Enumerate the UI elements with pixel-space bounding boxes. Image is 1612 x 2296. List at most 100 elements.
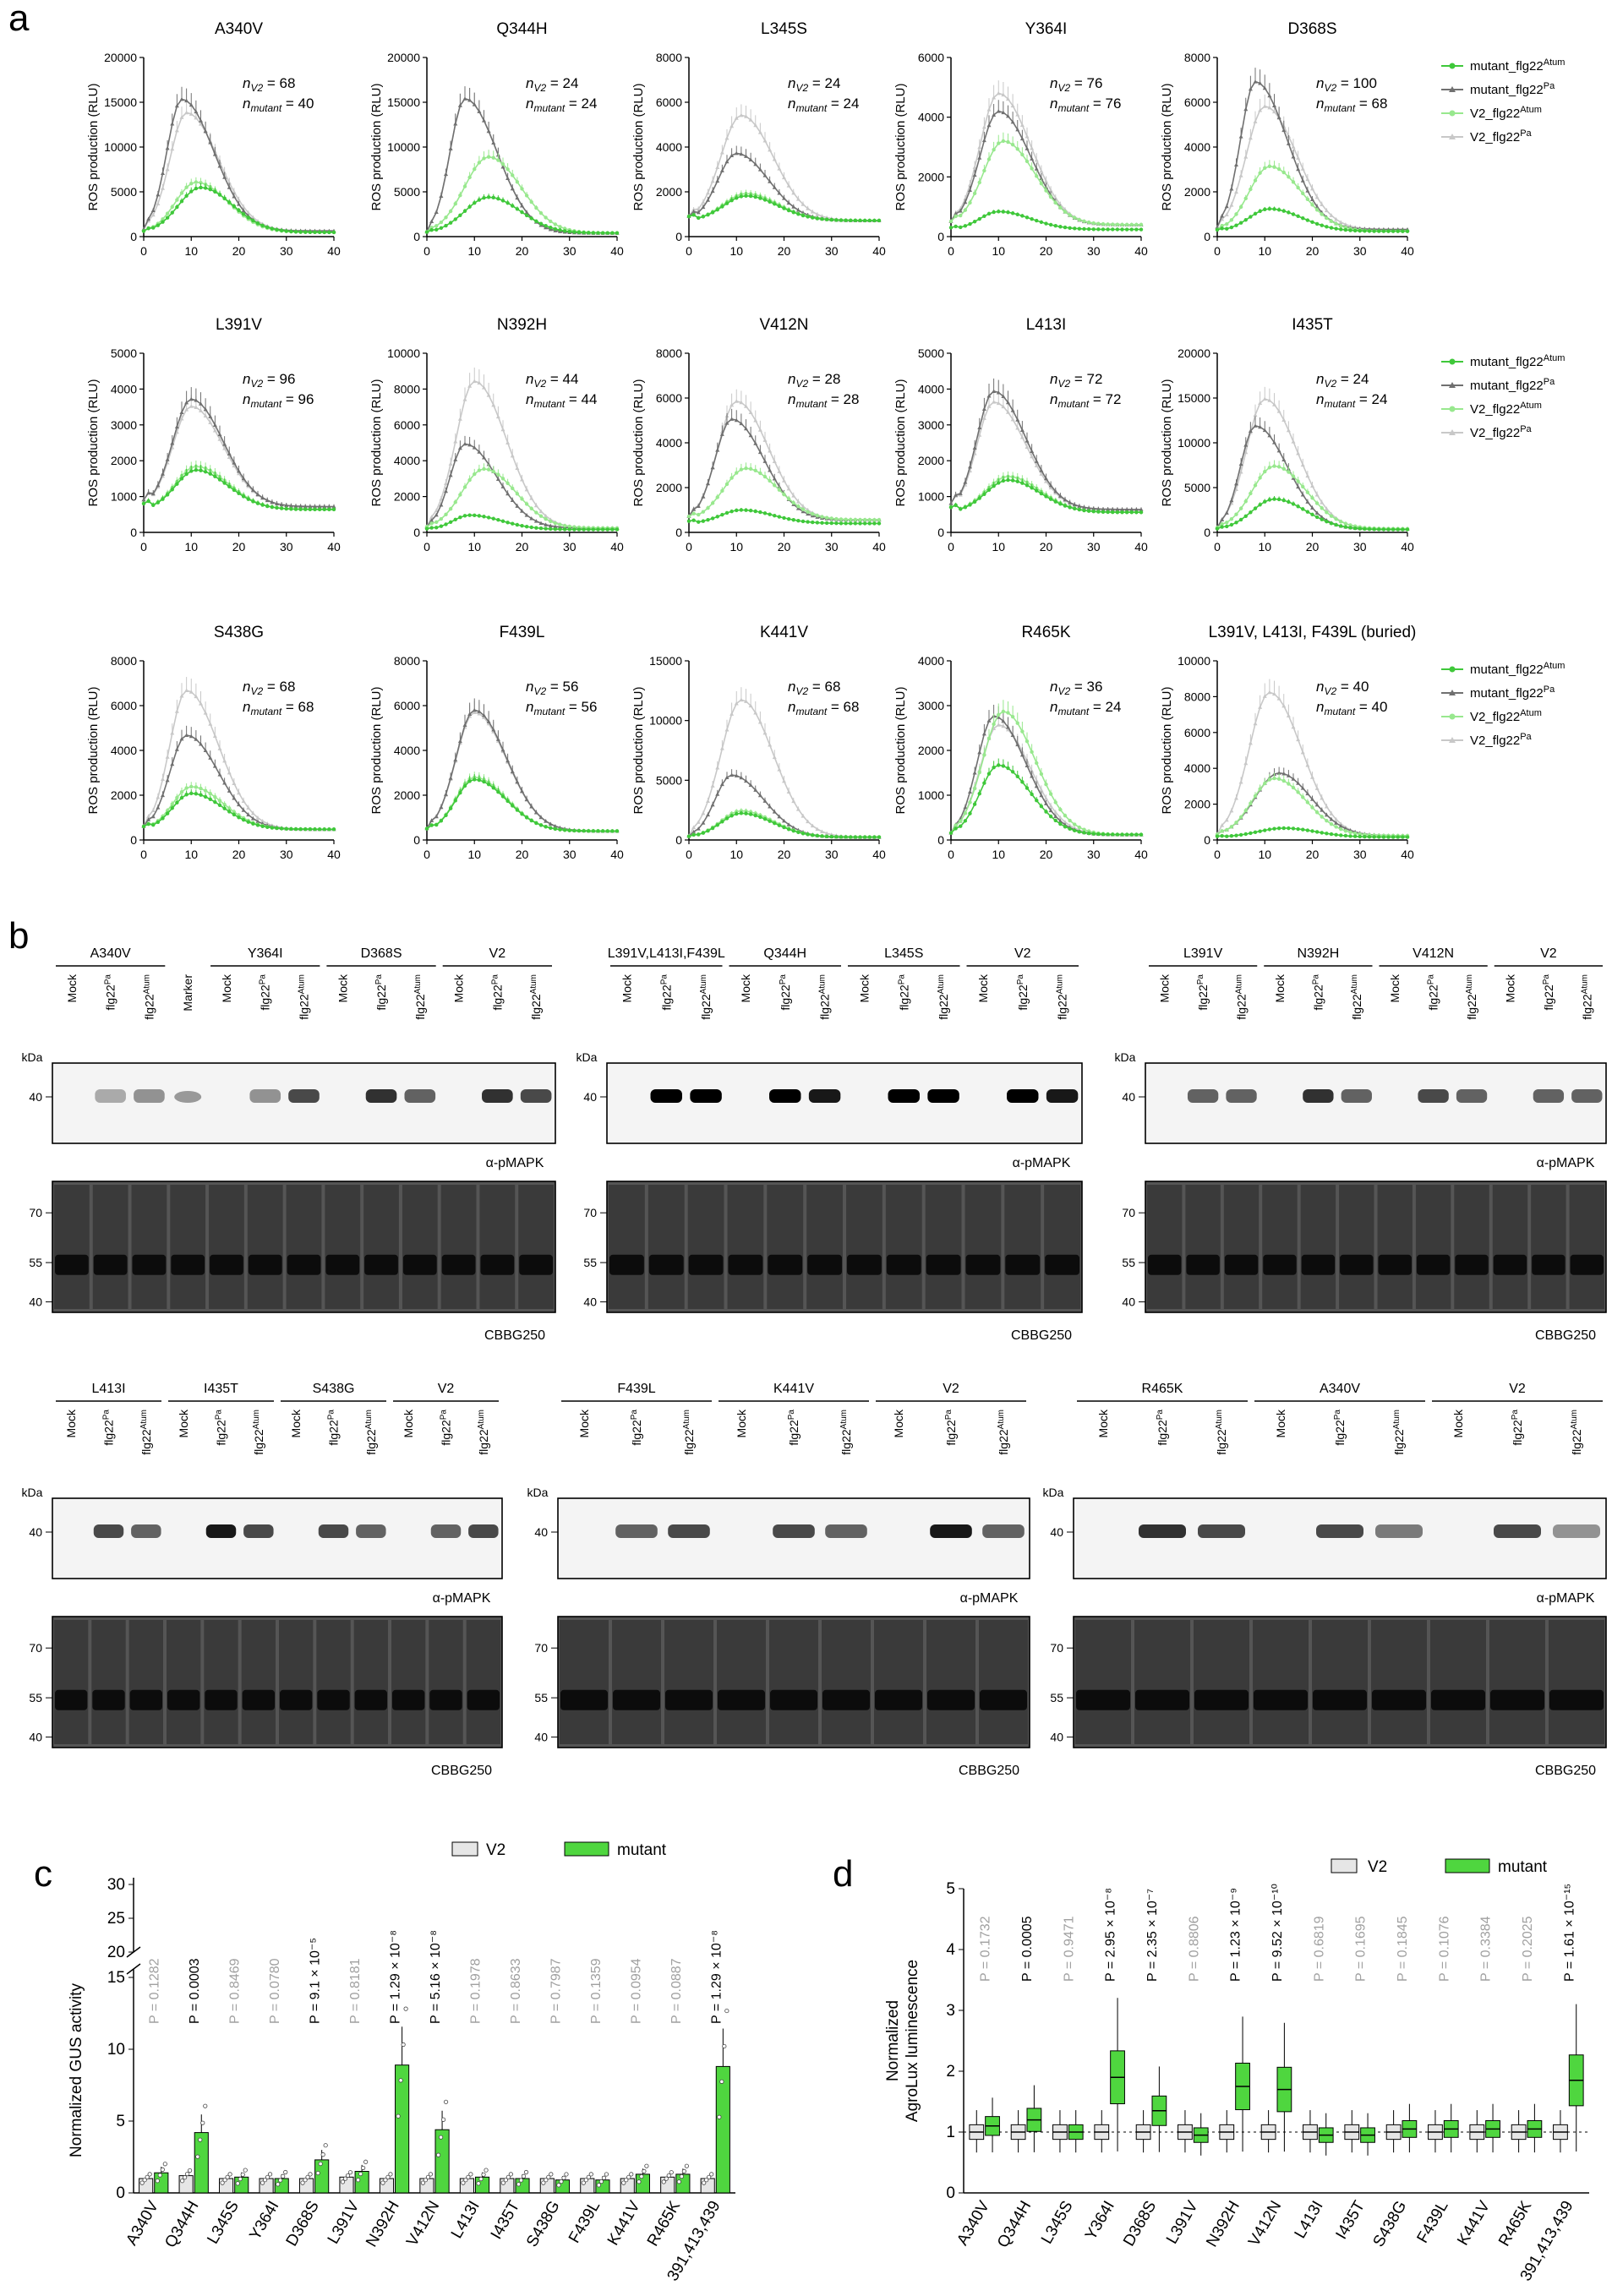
n-sub: mutant (1324, 102, 1355, 114)
n-sub: V2 (533, 378, 546, 390)
series-line (688, 467, 879, 521)
n-value: = 24 (827, 95, 859, 112)
series-line (426, 155, 617, 234)
x-tick-label: 40 (1134, 848, 1148, 861)
y-tick-label: 2000 (656, 185, 682, 199)
y-axis-label: ROS production (RLU) (86, 84, 101, 211)
chart-title: F439L (500, 624, 545, 641)
n-sub: mutant (250, 706, 281, 717)
n-sub: V2 (795, 82, 808, 94)
n-sub: mutant (795, 706, 827, 717)
n-v2-label: nV2 = 24 (1316, 371, 1369, 390)
n-value: = 68 (263, 75, 295, 91)
y-tick-label: 1000 (918, 490, 944, 504)
panel-letter-a: a (8, 0, 30, 39)
chart-title: V412N (759, 316, 808, 334)
x-tick-label: 30 (1087, 244, 1101, 258)
ros-chart-n392h: N392H 0 2000 4000 6000 8000 10000 0 10 20 30 40 ROS … (369, 316, 624, 554)
ros-chart-l413i: L413I 0 1000 2000 3000 4000 5000 0 10 20 30 40 ROS p… (893, 316, 1148, 554)
ros-chart-l391v: L391V 0 1000 2000 3000 4000 5000 0 10 20 30 40 ROS p… (86, 316, 341, 554)
series-line (143, 469, 334, 510)
y-tick-label: 5000 (394, 185, 420, 199)
n-sub: V2 (1057, 378, 1070, 390)
x-tick-label: 20 (516, 848, 529, 861)
chart-title: N392H (497, 316, 547, 334)
n-v2-label: nV2 = 28 (788, 371, 840, 390)
x-tick-label: 20 (778, 540, 791, 554)
x-tick-label: 20 (1040, 848, 1053, 861)
x-tick-label: 20 (232, 848, 246, 861)
y-tick-label: 5000 (111, 346, 137, 360)
series-v2_pa (686, 104, 882, 222)
x-tick-label: 10 (729, 244, 743, 258)
n-value: = 72 (1070, 371, 1102, 387)
series-line (143, 398, 334, 508)
x-tick-label: 20 (516, 540, 529, 554)
n-mutant-label: nmutant = 68 (243, 699, 314, 717)
x-tick-label: 40 (610, 244, 624, 258)
n-value: = 96 (263, 371, 295, 387)
series-mutant_atum (1215, 496, 1410, 532)
series-line (688, 400, 880, 521)
x-tick-label: 10 (184, 848, 198, 861)
n-sub: mutant (795, 102, 827, 114)
x-tick-label: 20 (778, 244, 791, 258)
x-tick-label: 30 (1353, 540, 1367, 554)
n-sub: mutant (533, 706, 565, 717)
series-mutant_atum (424, 194, 620, 235)
y-axis-label: ROS production (RLU) (631, 84, 646, 211)
x-tick-label: 20 (1306, 244, 1320, 258)
series-line (143, 181, 334, 233)
y-tick-label: 0 (675, 833, 682, 847)
y-tick-label: 2000 (918, 744, 944, 757)
n-value: = 44 (546, 371, 578, 387)
n-value: = 100 (1336, 75, 1377, 91)
series-mutant_pa (686, 408, 882, 522)
y-tick-label: 10000 (649, 714, 682, 728)
series-mutant_atum (1215, 206, 1410, 233)
y-axis-label: ROS production (RLU) (893, 379, 908, 507)
n-value: = 24 (808, 75, 840, 91)
series-line (1216, 80, 1407, 231)
series-mutant_atum (424, 774, 620, 833)
y-axis-label: ROS production (RLU) (1160, 379, 1174, 507)
n-sub: mutant (795, 398, 827, 410)
n-mutant-label: nmutant = 72 (1050, 391, 1121, 410)
series-mutant_atum (948, 209, 1144, 232)
x-tick-label: 30 (280, 244, 293, 258)
y-tick-label: 4000 (1184, 140, 1210, 154)
y-tick-label: 5000 (656, 773, 682, 787)
y-tick-label: 6000 (111, 699, 137, 712)
series-line (426, 776, 617, 832)
ros-chart-f439l: F439L 0 2000 4000 6000 8000 0 10 20 30 40 ROS produ… (369, 624, 624, 861)
series-line (688, 509, 879, 525)
panel-letter-c: c (34, 1853, 52, 1895)
n-value: = 28 (808, 371, 840, 387)
y-tick-label: 4000 (111, 744, 137, 757)
series-line (426, 778, 617, 832)
y-tick-label: 20000 (387, 51, 420, 64)
y-tick-label: 0 (675, 526, 682, 539)
y-tick-label: 8000 (394, 654, 420, 668)
chart-title: L391V (216, 316, 262, 334)
chart-title: L345S (761, 20, 807, 38)
x-tick-label: 0 (1214, 540, 1221, 554)
n-v2-label: nV2 = 72 (1050, 371, 1102, 390)
y-tick-label: 6000 (918, 51, 944, 64)
chart-title: K441V (760, 624, 808, 641)
y-tick-label: 3000 (111, 418, 137, 432)
series-mutant_pa (141, 387, 336, 509)
y-tick-label: 15000 (1178, 391, 1210, 405)
n-sub: V2 (1324, 82, 1336, 94)
x-tick-label: 40 (610, 848, 624, 861)
chart-title: A340V (215, 20, 263, 38)
n-v2-label: nV2 = 56 (526, 679, 578, 697)
n-value: = 76 (1089, 95, 1121, 112)
n-mutant-label: nmutant = 24 (1316, 391, 1387, 410)
n-v2-label: nV2 = 24 (788, 75, 840, 94)
x-tick-label: 10 (992, 244, 1005, 258)
chart-title: Q344H (496, 20, 547, 38)
n-sub: mutant (250, 102, 281, 114)
